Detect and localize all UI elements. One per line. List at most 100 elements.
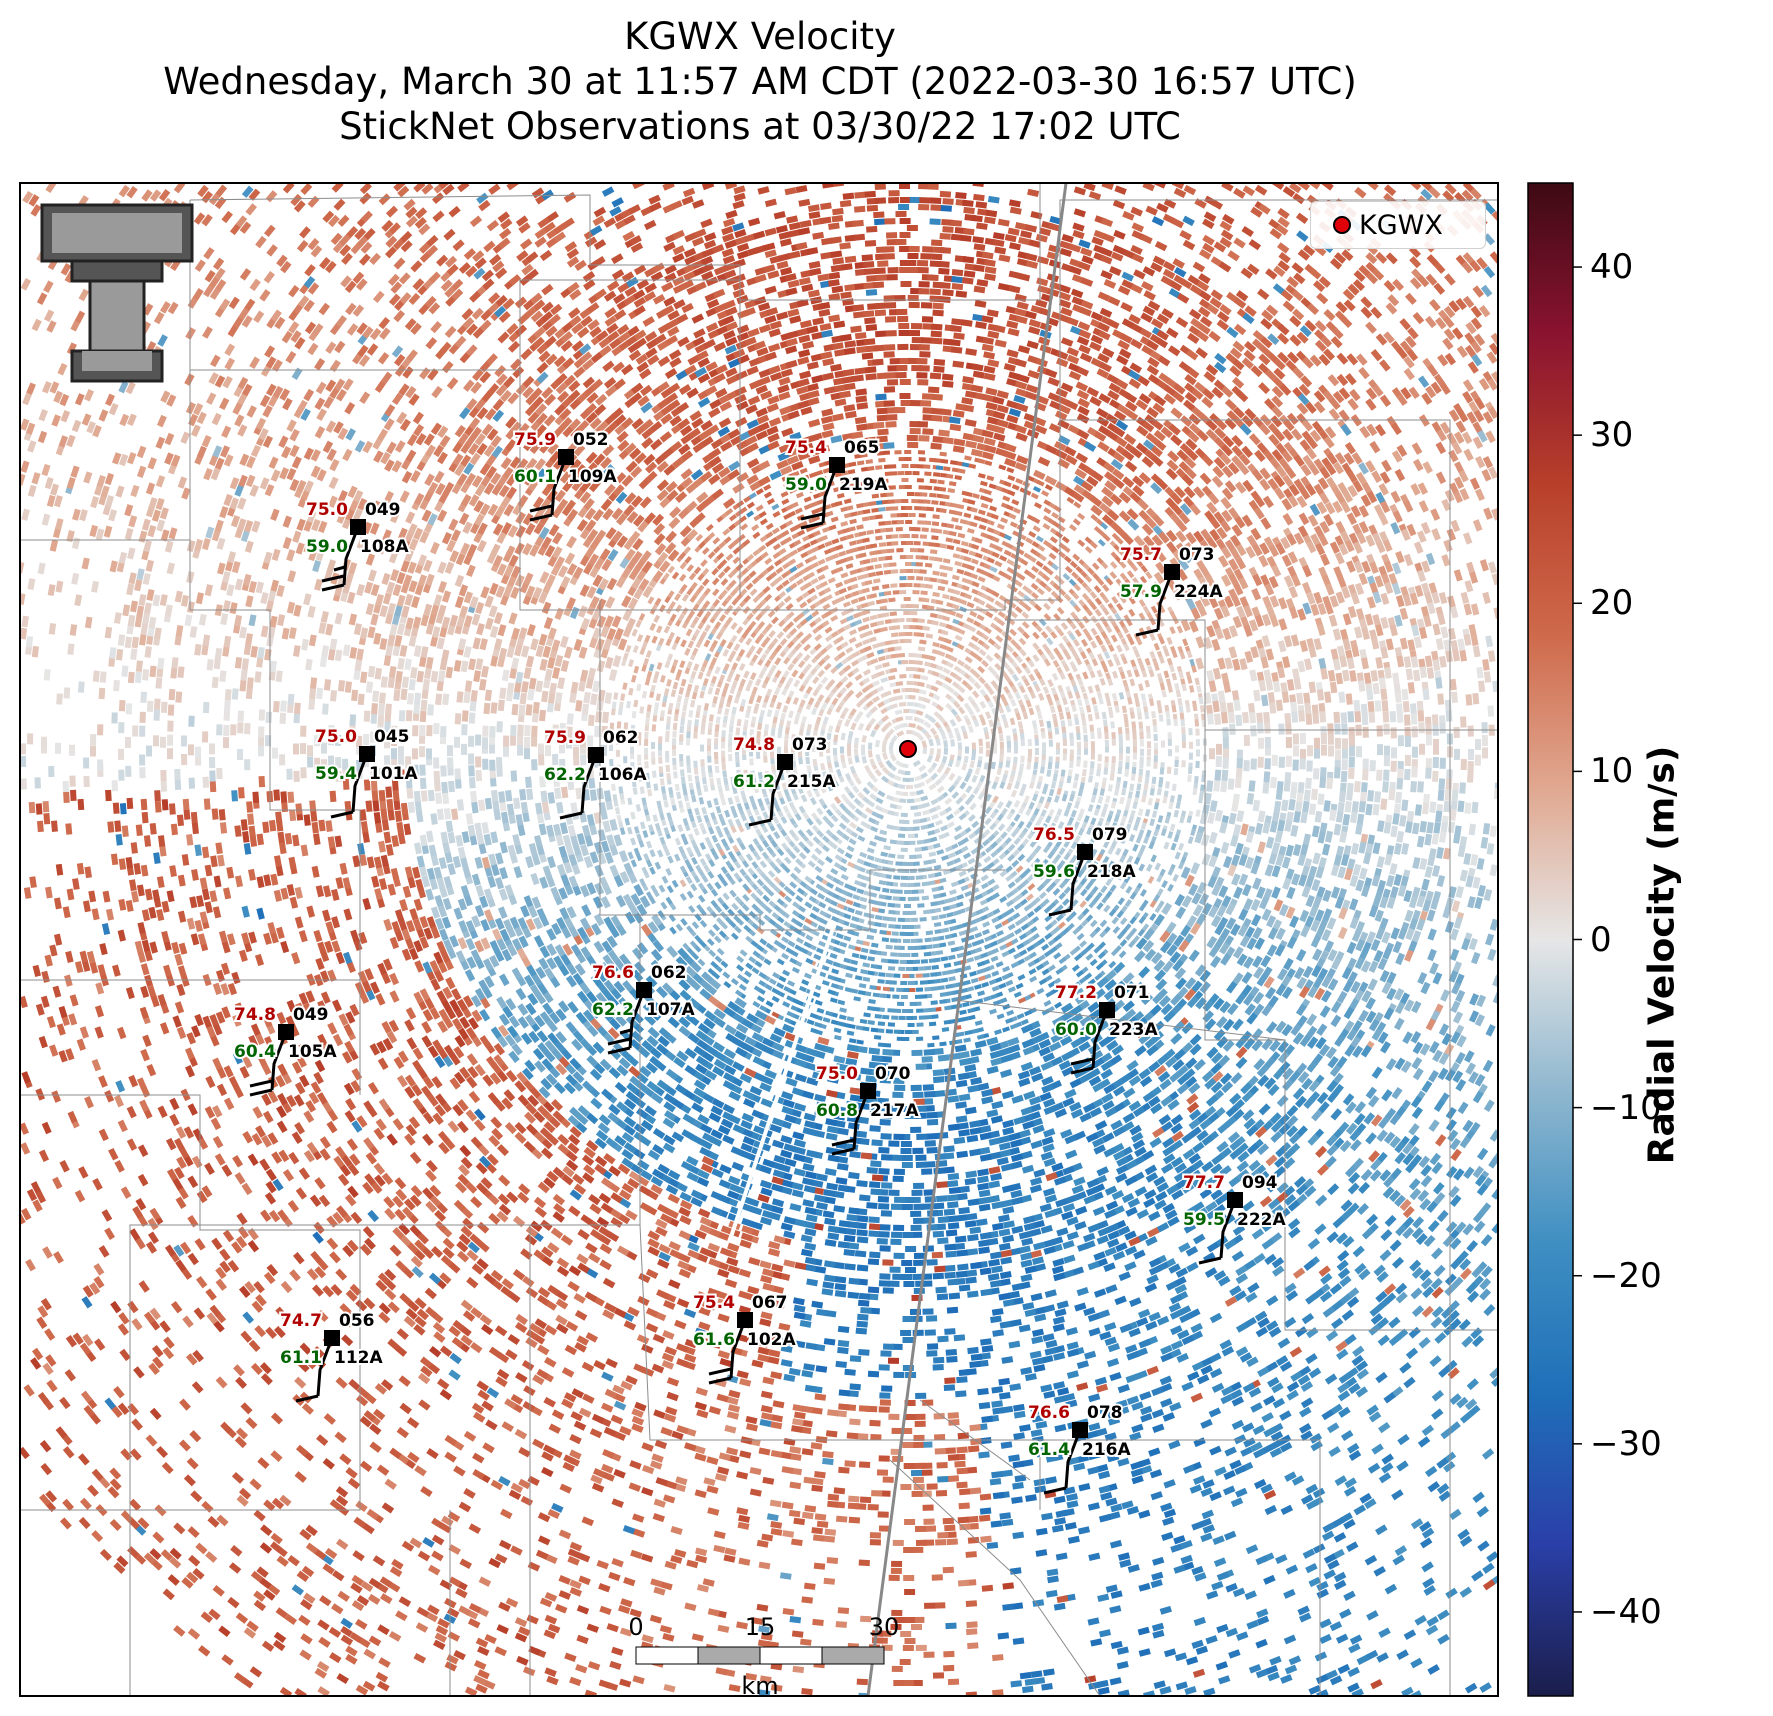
station-id: 219A bbox=[839, 475, 888, 495]
station-dewpoint: 61.1 bbox=[280, 1348, 322, 1368]
map-legend: KGWX bbox=[1310, 201, 1486, 249]
station-marker bbox=[350, 519, 366, 535]
station-temperature: 75.9 bbox=[514, 430, 556, 450]
station-dewpoint: 59.4 bbox=[315, 764, 357, 784]
station-id: 217A bbox=[870, 1101, 919, 1121]
station-id: 216A bbox=[1082, 1440, 1131, 1460]
station-dewpoint: 57.9 bbox=[1120, 582, 1162, 602]
colorbar-tick-label: 40 bbox=[1590, 247, 1633, 287]
station-wind-direction: 052 bbox=[573, 430, 609, 450]
station-wind-direction: 079 bbox=[1092, 825, 1128, 845]
colorbar-tick-label: 10 bbox=[1590, 751, 1633, 791]
station-temperature: 75.0 bbox=[816, 1064, 858, 1084]
station-temperature: 77.7 bbox=[1183, 1173, 1225, 1193]
station-dewpoint: 60.0 bbox=[1055, 1020, 1097, 1040]
station-marker bbox=[737, 1312, 753, 1328]
colorbar-tick-label: −30 bbox=[1590, 1424, 1662, 1464]
station-id: 222A bbox=[1237, 1210, 1286, 1230]
station-id: 223A bbox=[1109, 1020, 1158, 1040]
station-dewpoint: 59.0 bbox=[306, 537, 348, 557]
station-id: 215A bbox=[787, 772, 836, 792]
station-marker bbox=[324, 1330, 340, 1346]
station-marker bbox=[1077, 844, 1093, 860]
station-temperature: 75.0 bbox=[315, 727, 357, 747]
station-temperature: 75.9 bbox=[544, 728, 586, 748]
station-marker bbox=[1099, 1002, 1115, 1018]
station-marker bbox=[1227, 1192, 1243, 1208]
station-marker bbox=[278, 1024, 294, 1040]
station-id: 218A bbox=[1087, 862, 1136, 882]
colorbar-tick-label: 30 bbox=[1590, 415, 1633, 455]
station-wind-direction: 067 bbox=[752, 1293, 788, 1313]
colorbar-tick-label: 20 bbox=[1590, 583, 1633, 623]
plot-area: 75.0 049 59.0 108A 75.9 052 60.1 109A 75.4 065 59.… bbox=[15, 178, 1503, 1701]
station-wind-direction: 045 bbox=[374, 727, 410, 747]
station-id: 101A bbox=[369, 764, 418, 784]
station-wind-direction: 094 bbox=[1242, 1173, 1278, 1193]
radar-velocity-map: 75.0 049 59.0 108A 75.9 052 60.1 109A 75.4 065 59.… bbox=[0, 0, 1773, 1716]
station-wind-direction: 073 bbox=[792, 735, 828, 755]
station-dewpoint: 59.0 bbox=[785, 475, 827, 495]
station-temperature: 77.2 bbox=[1055, 983, 1097, 1003]
station-temperature: 74.7 bbox=[280, 1311, 322, 1331]
station-marker bbox=[829, 457, 845, 473]
station-id: 106A bbox=[598, 765, 647, 785]
station-marker bbox=[588, 747, 604, 763]
station-wind-direction: 065 bbox=[844, 438, 880, 458]
station-id: 105A bbox=[288, 1042, 337, 1062]
station-dewpoint: 62.2 bbox=[544, 765, 586, 785]
station-id: 102A bbox=[747, 1330, 796, 1350]
station-marker bbox=[636, 982, 652, 998]
colorbar-tick-label: 0 bbox=[1590, 920, 1612, 960]
station-wind-direction: 049 bbox=[293, 1005, 329, 1025]
station-wind-direction: 062 bbox=[651, 963, 687, 983]
station-dewpoint: 60.8 bbox=[816, 1101, 858, 1121]
station-wind-direction: 062 bbox=[603, 728, 639, 748]
scale-tick-30: 30 bbox=[869, 1613, 900, 1641]
colorbar-tick-label: −20 bbox=[1590, 1256, 1662, 1296]
station-wind-direction: 071 bbox=[1114, 983, 1150, 1003]
scale-tick-0: 0 bbox=[628, 1613, 643, 1641]
station-temperature: 74.8 bbox=[733, 735, 775, 755]
station-temperature: 76.6 bbox=[592, 963, 634, 983]
station-temperature: 74.8 bbox=[234, 1005, 276, 1025]
radar-site-legend-marker bbox=[1333, 216, 1351, 234]
station-temperature: 75.4 bbox=[785, 438, 827, 458]
station-id: 112A bbox=[334, 1348, 383, 1368]
station-dewpoint: 61.4 bbox=[1028, 1440, 1070, 1460]
radar-site-marker bbox=[895, 736, 921, 762]
scale-bar bbox=[636, 1647, 884, 1664]
station-marker bbox=[1164, 564, 1180, 580]
station-temperature: 76.6 bbox=[1028, 1403, 1070, 1423]
station-dewpoint: 62.2 bbox=[592, 1000, 634, 1020]
scale-tick-15: 15 bbox=[745, 1613, 776, 1641]
colorbar-tick-label: −40 bbox=[1590, 1592, 1662, 1632]
legend-label: KGWX bbox=[1359, 210, 1443, 241]
station-temperature: 76.5 bbox=[1033, 825, 1075, 845]
scale-unit: km bbox=[741, 1672, 778, 1700]
station-marker bbox=[1072, 1422, 1088, 1438]
station-temperature: 75.7 bbox=[1120, 545, 1162, 565]
station-wind-direction: 056 bbox=[339, 1311, 375, 1331]
station-wind-direction: 049 bbox=[365, 500, 401, 520]
station-id: 109A bbox=[568, 467, 617, 487]
station-id: 224A bbox=[1174, 582, 1223, 602]
station-wind-direction: 070 bbox=[875, 1064, 911, 1084]
station-id: 107A bbox=[646, 1000, 695, 1020]
station-temperature: 75.0 bbox=[306, 500, 348, 520]
station-dewpoint: 60.1 bbox=[514, 467, 556, 487]
station-id: 108A bbox=[360, 537, 409, 557]
colorbar-title: Radial Velocity (m/s) bbox=[1642, 746, 1683, 1165]
station-dewpoint: 60.4 bbox=[234, 1042, 276, 1062]
station-wind-direction: 073 bbox=[1179, 545, 1215, 565]
colorbar bbox=[1528, 183, 1582, 1696]
station-marker bbox=[860, 1083, 876, 1099]
station-dewpoint: 61.2 bbox=[733, 772, 775, 792]
station-dewpoint: 61.6 bbox=[693, 1330, 735, 1350]
station-marker bbox=[359, 746, 375, 762]
station-wind-direction: 078 bbox=[1087, 1403, 1123, 1423]
station-dewpoint: 59.5 bbox=[1183, 1210, 1225, 1230]
station-marker bbox=[777, 754, 793, 770]
station-temperature: 75.4 bbox=[693, 1293, 735, 1313]
station-marker bbox=[558, 449, 574, 465]
